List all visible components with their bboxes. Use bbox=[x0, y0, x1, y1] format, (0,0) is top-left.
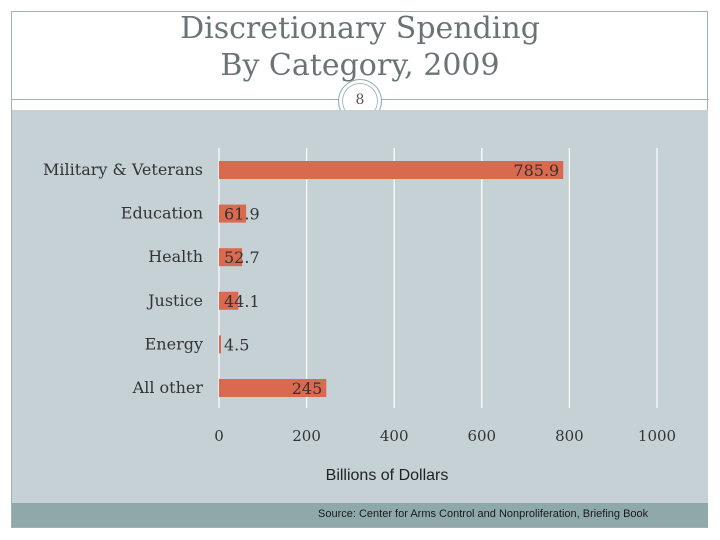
value-label: 4.5 bbox=[224, 335, 249, 354]
category-label: Education bbox=[121, 204, 203, 223]
category-label: Military & Veterans bbox=[43, 160, 203, 179]
x-tick-label: 200 bbox=[292, 427, 321, 445]
source-bar bbox=[12, 503, 708, 527]
x-tick-label: 800 bbox=[555, 427, 584, 445]
title-line-2: By Category, 2009 bbox=[220, 48, 500, 83]
bar bbox=[219, 335, 221, 354]
grid-layer bbox=[218, 148, 658, 408]
x-axis-label: Billions of Dollars bbox=[325, 467, 449, 484]
label-layer: 0 200 400 600 800 1000 Military & Veterans 785.… bbox=[43, 160, 676, 445]
category-label: Health bbox=[148, 247, 203, 266]
x-tick-label: 600 bbox=[467, 427, 496, 445]
bar bbox=[219, 204, 247, 223]
bar bbox=[219, 161, 564, 179]
value-label: 61.9 bbox=[224, 205, 260, 224]
category-label: Energy bbox=[145, 334, 203, 353]
x-tick-label: 400 bbox=[380, 427, 409, 445]
title-line-1: Discretionary Spending bbox=[180, 11, 540, 46]
bar bbox=[219, 291, 239, 310]
bar bbox=[219, 379, 327, 397]
category-label: Justice bbox=[146, 291, 203, 310]
bar-layer bbox=[219, 161, 564, 397]
value-label: 44.1 bbox=[224, 292, 260, 311]
value-label: 52.7 bbox=[224, 248, 260, 267]
x-tick-label: 0 bbox=[214, 427, 224, 445]
bar bbox=[219, 248, 243, 267]
value-label: 785.9 bbox=[513, 161, 559, 180]
source-text: Source: Center for Arms Control and Nonp… bbox=[318, 508, 649, 520]
slide-title: Discretionary Spending By Category, 2009 bbox=[0, 10, 720, 84]
value-label: 245 bbox=[292, 379, 323, 398]
x-tick-label: 1000 bbox=[638, 427, 676, 445]
category-label: All other bbox=[132, 378, 204, 397]
